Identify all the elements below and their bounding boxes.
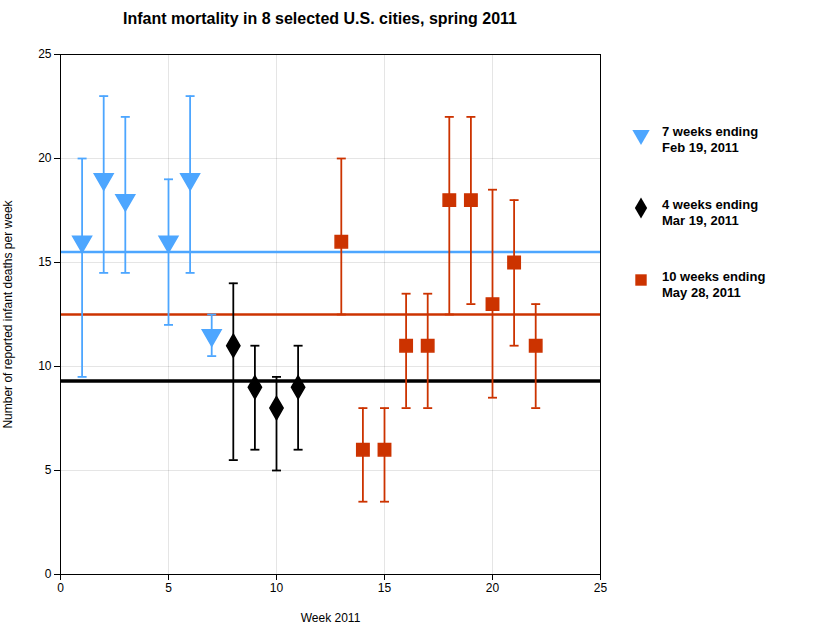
svg-text:25: 25 [594,581,608,595]
svg-text:10: 10 [38,359,52,373]
svg-text:0: 0 [57,581,64,595]
html-text:Infant mortality in 8 selected: Infant mortality in 8 selected U.S. citi… [123,10,517,27]
svg-text:Number of reported infant deat: Number of reported infant deaths per wee… [1,199,15,428]
html-text:4 weeks ending Mar 19, 2011: 4 weeks ending Mar 19, 2011 [662,196,759,228]
svg-text:15: 15 [38,255,52,269]
svg-text:5: 5 [45,463,52,477]
svg-text:15: 15 [378,581,392,595]
svg-text:Week 2011: Week 2011 [301,611,361,625]
svg-text:10: 10 [270,581,284,595]
svg-text:25: 25 [38,47,52,61]
svg-text:0: 0 [45,567,52,581]
svg-text:5: 5 [165,581,172,595]
html-text:7 weeks ending Feb 19, 2011: 7 weeks ending Feb 19, 2011 [662,124,759,156]
svg-text:20: 20 [38,151,52,165]
html-text:10 weeks ending May 28, 2011: 10 weeks ending May 28, 2011 [662,269,766,301]
svg-text:20: 20 [486,581,500,595]
